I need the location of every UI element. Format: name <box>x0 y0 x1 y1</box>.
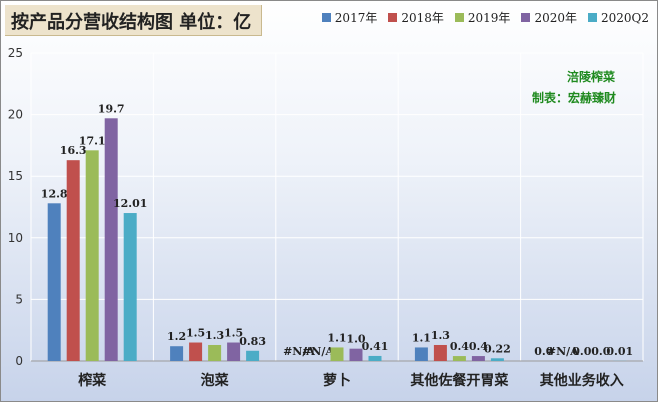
data-label: 12.8 <box>41 187 68 200</box>
bar <box>452 356 466 361</box>
bar <box>47 203 61 361</box>
legend: 2017年 2018年 2019年 2020年 2020Q2 <box>321 9 649 26</box>
legend-swatch <box>388 13 398 22</box>
legend-item: 2020Q2 <box>587 10 649 25</box>
bar <box>170 346 184 361</box>
y-tick-label: 25 <box>8 46 23 60</box>
y-tick-label: 10 <box>8 231 23 245</box>
legend-item: 2020年 <box>521 9 577 26</box>
data-label: 12.01 <box>113 197 147 210</box>
legend-label: 2018年 <box>401 11 444 25</box>
data-label: 1.0 <box>346 333 365 346</box>
data-label: #N/A <box>302 345 334 358</box>
bar <box>123 213 137 361</box>
data-label: 0.83 <box>239 335 266 348</box>
data-label: 19.7 <box>98 102 125 115</box>
x-tick-label: 其他业务收入 <box>540 372 624 389</box>
bar <box>330 347 344 361</box>
bar <box>414 347 428 361</box>
data-label: 16.3 <box>60 144 87 157</box>
data-label: #N/A <box>283 345 315 358</box>
data-label: 1.5 <box>224 327 243 340</box>
data-label: 0.0 <box>572 345 591 358</box>
data-label: 0.22 <box>484 342 511 355</box>
watermark-line2: 制表：宏赫臻财 <box>532 90 616 105</box>
y-tick-label: 15 <box>8 169 23 183</box>
data-label: 1.3 <box>431 329 450 342</box>
legend-swatch <box>454 13 464 22</box>
data-label: 0.4 <box>450 340 469 353</box>
legend-label: 2017年 <box>334 11 378 25</box>
legend-swatch <box>521 13 531 22</box>
bar <box>246 350 260 361</box>
chart-title: 按产品分营收结构图 单位：亿 <box>11 12 252 33</box>
legend-label: 2019年 <box>467 11 511 25</box>
legend-swatch <box>321 13 331 22</box>
x-tick-label: 榨菜 <box>77 372 107 389</box>
legend-item: 2019年 <box>454 9 511 26</box>
data-label: 17.1 <box>79 134 106 147</box>
data-label: 1.1 <box>412 331 431 344</box>
data-label: 0.0 <box>534 345 553 358</box>
y-tick-label: 5 <box>15 292 23 306</box>
legend-label: 2020Q2 <box>600 10 649 25</box>
data-label: 0.41 <box>362 340 389 353</box>
bar <box>349 348 363 361</box>
bar <box>189 342 203 361</box>
data-label: 1.5 <box>186 327 205 340</box>
data-label: 1.3 <box>205 329 224 342</box>
x-tick-label: 萝卜 <box>323 372 351 389</box>
title-box: 按产品分营收结构图 单位：亿 <box>5 5 262 36</box>
bar <box>66 160 80 361</box>
x-tick-label: 泡菜 <box>201 372 230 389</box>
data-label: 0.0 <box>591 345 610 358</box>
bar <box>368 355 382 361</box>
data-label: 1.2 <box>167 330 186 343</box>
data-label: 0.4 <box>469 340 488 353</box>
legend-label: 2020年 <box>534 11 577 25</box>
bar <box>433 344 447 361</box>
bar <box>471 356 485 361</box>
watermark-line1: 涪陵榨菜 <box>567 69 615 84</box>
bar <box>104 118 118 362</box>
data-label: 0.01 <box>606 345 633 358</box>
legend-item: 2017年 <box>321 9 378 26</box>
bar <box>227 342 241 361</box>
bar <box>208 344 222 361</box>
bar <box>85 150 99 361</box>
data-label: #N/A <box>547 345 579 358</box>
x-tick-label: 其他佐餐开胃菜 <box>410 372 509 389</box>
legend-swatch <box>587 13 597 22</box>
y-tick-label: 20 <box>8 108 23 122</box>
data-label: 1.1 <box>327 331 346 344</box>
bar <box>490 358 504 361</box>
y-tick-label: 0 <box>15 354 23 368</box>
legend-item: 2018年 <box>388 9 444 26</box>
